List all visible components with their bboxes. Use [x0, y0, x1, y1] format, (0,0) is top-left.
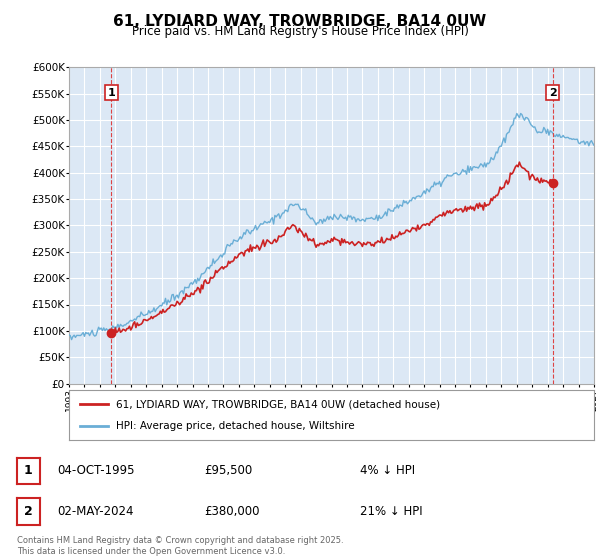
Text: 02-MAY-2024: 02-MAY-2024 — [57, 505, 133, 518]
Text: 04-OCT-1995: 04-OCT-1995 — [57, 464, 134, 478]
Text: 1: 1 — [107, 87, 115, 97]
Text: 1: 1 — [24, 464, 32, 478]
Text: 61, LYDIARD WAY, TROWBRIDGE, BA14 0UW: 61, LYDIARD WAY, TROWBRIDGE, BA14 0UW — [113, 14, 487, 29]
Text: 2: 2 — [24, 505, 32, 518]
Text: 61, LYDIARD WAY, TROWBRIDGE, BA14 0UW (detached house): 61, LYDIARD WAY, TROWBRIDGE, BA14 0UW (d… — [116, 399, 440, 409]
Text: 2: 2 — [549, 87, 557, 97]
Text: £95,500: £95,500 — [204, 464, 252, 478]
Text: 21% ↓ HPI: 21% ↓ HPI — [360, 505, 422, 518]
Text: £380,000: £380,000 — [204, 505, 260, 518]
Text: Contains HM Land Registry data © Crown copyright and database right 2025.
This d: Contains HM Land Registry data © Crown c… — [17, 536, 343, 556]
Text: Price paid vs. HM Land Registry's House Price Index (HPI): Price paid vs. HM Land Registry's House … — [131, 25, 469, 38]
Text: 4% ↓ HPI: 4% ↓ HPI — [360, 464, 415, 478]
Text: HPI: Average price, detached house, Wiltshire: HPI: Average price, detached house, Wilt… — [116, 421, 355, 431]
